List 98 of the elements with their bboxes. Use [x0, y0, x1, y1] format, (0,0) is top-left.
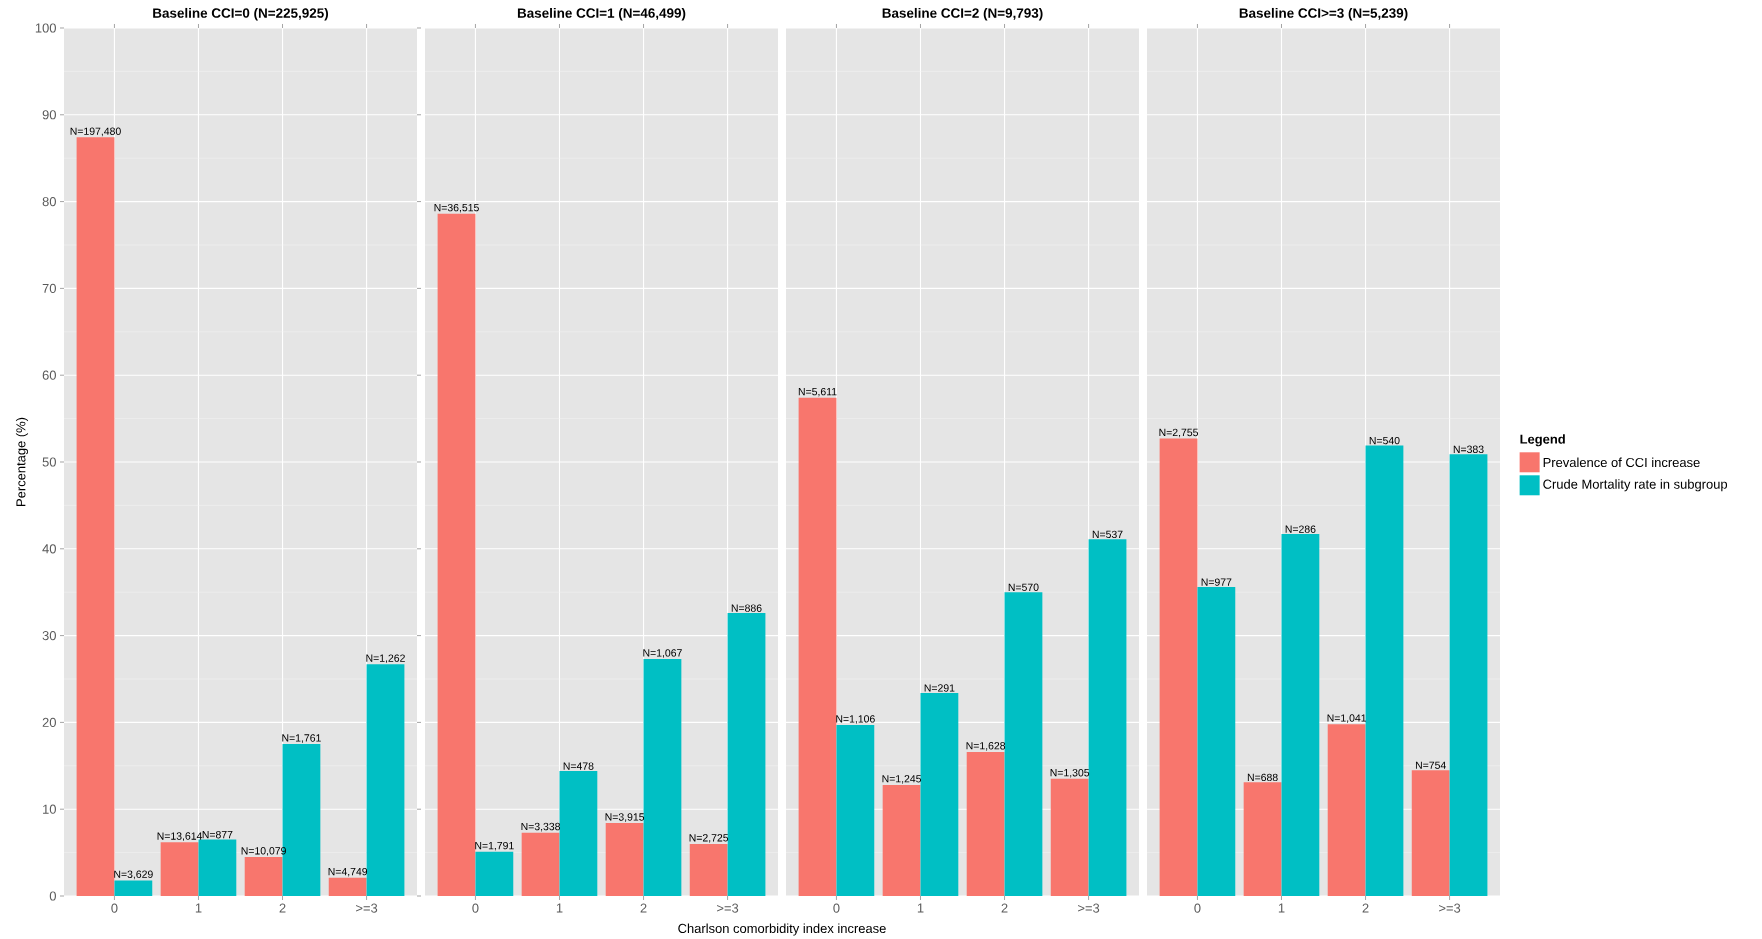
x-tick-label: 1 [1278, 903, 1285, 913]
bar [244, 856, 283, 896]
bar [160, 842, 199, 896]
x-tick-label: >=3 [717, 903, 739, 913]
annotation: N=877 [202, 830, 233, 839]
y-tick-label: 80 [42, 197, 56, 207]
annotation: N=3,629 [114, 870, 153, 880]
annotation: N=1,761 [282, 734, 321, 743]
bar [198, 839, 237, 896]
x-tick-label: 1 [917, 903, 924, 913]
annotation: N=1,305 [1050, 768, 1090, 778]
annotation: N=688 [1247, 773, 1278, 782]
bar [114, 880, 153, 896]
annotation: N=1,106 [836, 715, 875, 724]
bar [1159, 438, 1198, 896]
legend-title: Legend [1520, 434, 1565, 447]
bar [798, 397, 837, 896]
chart-title: Baseline CCI=2 (N=9,793) [882, 7, 1043, 21]
y-tick-label: 40 [42, 544, 56, 554]
bar [1449, 454, 1488, 896]
bar [475, 851, 514, 896]
annotation: N=3,915 [605, 813, 645, 822]
bar [1411, 770, 1450, 896]
annotation: N=2,755 [1159, 428, 1199, 438]
annotation: N=1,245 [882, 775, 922, 784]
annotation: N=36,515 [434, 203, 479, 213]
bar [559, 771, 598, 896]
y-axis-title: Percentage (%) [15, 417, 29, 506]
bar [1050, 778, 1089, 896]
chart-title: Baseline CCI>=3 (N=5,239) [1239, 7, 1408, 21]
y-tick-label: 0 [49, 891, 56, 901]
y-tick-label: 100 [35, 23, 56, 33]
legend-label: Prevalence of CCI increase [1543, 457, 1700, 468]
bar [643, 659, 682, 896]
annotation: N=1,067 [643, 649, 682, 658]
bar [1004, 592, 1043, 896]
annotation: N=1,628 [966, 742, 1006, 751]
bar [1088, 539, 1127, 896]
y-tick-label: 20 [42, 717, 56, 727]
legend-label: Crude Mortality rate in subgroup [1543, 479, 1728, 492]
bar [521, 832, 560, 896]
annotation: N=478 [563, 762, 594, 770]
annotation: N=5,611 [798, 387, 837, 397]
bar [1243, 782, 1282, 896]
bar [1197, 586, 1236, 896]
annotation: N=1,791 [475, 841, 514, 851]
x-tick-label: 2 [1001, 903, 1008, 913]
annotation: N=286 [1285, 525, 1316, 533]
y-tick-label: 90 [42, 110, 56, 120]
annotation: N=3,338 [521, 822, 561, 832]
x-tick-label: 0 [833, 903, 840, 913]
x-axis-title: Charlson comorbidity index increase [678, 923, 886, 936]
annotation: N=1,041 [1327, 714, 1367, 723]
annotation: N=1,262 [366, 654, 405, 664]
annotation: N=977 [1201, 578, 1232, 586]
bar [689, 843, 728, 896]
bar [727, 613, 766, 896]
bar [920, 692, 959, 896]
x-tick-label: >=3 [356, 903, 378, 913]
bar [882, 784, 921, 896]
bar [328, 877, 367, 896]
annotation: N=2,725 [689, 834, 729, 843]
annotation: N=754 [1415, 761, 1446, 769]
y-tick-label: 60 [42, 370, 56, 380]
annotation: N=886 [731, 604, 762, 612]
y-tick-label: 30 [42, 631, 56, 641]
bar [1281, 534, 1320, 896]
y-tick-label: 50 [42, 457, 56, 467]
bar [605, 823, 644, 896]
annotation: N=540 [1369, 436, 1400, 445]
bar [366, 664, 405, 896]
x-tick-label: 0 [111, 903, 118, 913]
annotation: N=197,480 [70, 127, 121, 137]
y-tick-label: 70 [42, 283, 56, 293]
bar [1365, 445, 1404, 896]
x-tick-label: 0 [472, 903, 479, 913]
x-tick-label: >=3 [1078, 903, 1100, 913]
annotation: N=4,749 [328, 867, 368, 877]
annotation: N=537 [1092, 530, 1123, 539]
bar [1327, 724, 1366, 896]
bar [966, 751, 1005, 896]
annotation: N=383 [1453, 445, 1484, 453]
annotation: N=570 [1008, 583, 1039, 591]
bar [437, 213, 476, 896]
y-tick-label: 10 [43, 804, 56, 814]
bar [76, 137, 115, 896]
x-tick-label: >=3 [1439, 903, 1461, 913]
annotation: N=13,614 [157, 832, 203, 841]
x-tick-label: 2 [1362, 903, 1369, 913]
x-tick-label: 1 [556, 903, 563, 913]
chart-title: Baseline CCI=1 (N=46,499) [517, 7, 686, 21]
bar [836, 725, 875, 896]
x-tick-label: 2 [640, 903, 647, 913]
chart-title: Baseline CCI=0 (N=225,925) [153, 7, 329, 21]
annotation: N=291 [924, 684, 955, 692]
x-tick-label: 1 [195, 903, 202, 913]
x-tick-label: 0 [1194, 903, 1201, 913]
x-tick-label: 2 [279, 903, 286, 913]
